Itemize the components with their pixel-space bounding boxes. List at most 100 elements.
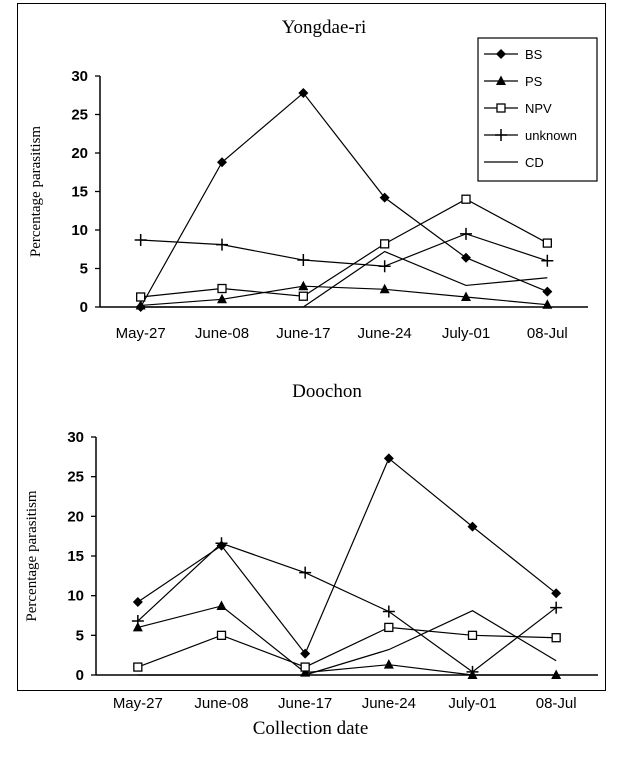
- data-point-ps: [461, 291, 471, 301]
- x-tick-label: June-24: [358, 325, 412, 342]
- series-npv: [136, 194, 552, 302]
- series-ps: [135, 280, 553, 310]
- data-point-ps: [542, 299, 553, 309]
- series-line-npv: [140, 198, 548, 298]
- series-unknown: [131, 537, 563, 678]
- data-point-bs: [300, 648, 311, 659]
- data-point-unknown: [131, 615, 144, 628]
- y-tick-label: 15: [67, 548, 84, 565]
- x-axis-title: Collection date: [252, 718, 369, 739]
- figure-frame: [17, 3, 606, 691]
- y-tick-label: 10: [67, 588, 84, 605]
- legend-label-ps: PS: [525, 74, 543, 89]
- y-tick-label: 25: [67, 469, 84, 486]
- data-point-bs: [298, 87, 309, 98]
- series-bs: [135, 87, 553, 312]
- chart-title: Doochon: [292, 381, 362, 402]
- data-point-ps: [217, 293, 227, 304]
- x-tick-label: June-17: [276, 325, 330, 342]
- series-bs: [132, 453, 562, 659]
- series-line-ps: [140, 285, 548, 307]
- y-tick-label: 20: [67, 508, 84, 525]
- data-point-npv: [217, 283, 227, 294]
- x-tick-label: 08-Jul: [536, 695, 577, 712]
- data-point-npv: [300, 662, 310, 672]
- data-point-bs: [132, 597, 143, 608]
- legend-label-cd: CD: [525, 155, 544, 170]
- series-line-bs: [140, 92, 548, 308]
- legend-marker-ps: [496, 75, 506, 85]
- series-line-bs: [137, 457, 557, 655]
- y-tick-label: 25: [71, 107, 88, 124]
- data-point-bs: [217, 157, 227, 168]
- data-point-npv: [133, 662, 143, 672]
- data-point-ps: [383, 659, 394, 669]
- legend-label-unknown: unknown: [525, 128, 577, 143]
- x-tick-label: July-01: [448, 695, 496, 712]
- data-point-unknown: [134, 234, 147, 247]
- legend-marker-unknown: [495, 129, 507, 141]
- data-point-npv: [298, 291, 308, 301]
- data-point-npv: [461, 194, 471, 204]
- series-cd: [140, 250, 548, 308]
- series-line-cd: [137, 610, 557, 676]
- data-point-unknown: [299, 566, 312, 579]
- legend-marker-bs: [496, 49, 506, 59]
- y-tick-label: 20: [71, 145, 88, 162]
- series-line-cd: [140, 250, 548, 308]
- x-tick-label: June-17: [278, 695, 332, 712]
- legend-label-npv: NPV: [525, 101, 552, 116]
- x-tick-label: July-01: [442, 325, 490, 342]
- data-point-bs: [379, 192, 390, 203]
- y-tick-label: 5: [80, 261, 88, 278]
- data-point-ps: [216, 600, 227, 610]
- x-tick-label: May-27: [116, 325, 166, 342]
- data-point-bs: [542, 286, 553, 297]
- data-point-npv: [551, 633, 561, 643]
- series-line-ps: [137, 605, 557, 676]
- legend-marker-npv: [496, 103, 506, 113]
- y-tick-label: 10: [71, 222, 88, 239]
- series-unknown: [134, 227, 554, 273]
- series-line-unknown: [137, 542, 557, 673]
- y-axis-title: Percentage parasitism: [24, 490, 40, 622]
- series-line-unknown: [140, 233, 548, 267]
- legend: BS PS NPV unknown CD: [477, 37, 598, 182]
- data-point-ps: [298, 280, 309, 291]
- data-point-unknown: [216, 238, 228, 251]
- data-point-npv: [136, 292, 146, 302]
- data-point-unknown: [466, 665, 479, 678]
- data-point-unknown: [460, 227, 472, 240]
- data-point-unknown: [550, 601, 563, 614]
- data-point-bs: [461, 252, 471, 263]
- y-tick-label: 0: [80, 299, 88, 316]
- y-tick-label: 15: [71, 184, 88, 201]
- data-point-unknown: [378, 260, 391, 273]
- data-point-ps: [551, 669, 562, 679]
- data-point-unknown: [541, 254, 554, 267]
- series-cd: [137, 610, 557, 676]
- y-axis-title: Percentage parasitism: [28, 126, 44, 258]
- data-point-unknown: [215, 537, 228, 550]
- data-point-ps: [379, 283, 390, 294]
- data-point-bs: [551, 588, 562, 599]
- x-tick-label: May-27: [113, 695, 163, 712]
- data-point-npv: [216, 630, 227, 640]
- series-line-npv: [137, 626, 557, 668]
- data-point-npv: [542, 238, 552, 248]
- data-point-npv: [467, 630, 478, 640]
- x-tick-label: 08-Jul: [527, 325, 568, 342]
- x-tick-label: June-08: [194, 695, 248, 712]
- data-point-npv: [384, 622, 394, 633]
- data-point-bs: [467, 521, 478, 532]
- y-tick-label: 5: [76, 627, 84, 644]
- data-point-bs: [383, 453, 394, 464]
- chart-title: Yongdae-ri: [282, 17, 367, 38]
- data-point-unknown: [382, 605, 395, 618]
- series-ps: [132, 600, 562, 679]
- series-npv: [133, 622, 561, 672]
- y-tick-label: 30: [71, 68, 88, 85]
